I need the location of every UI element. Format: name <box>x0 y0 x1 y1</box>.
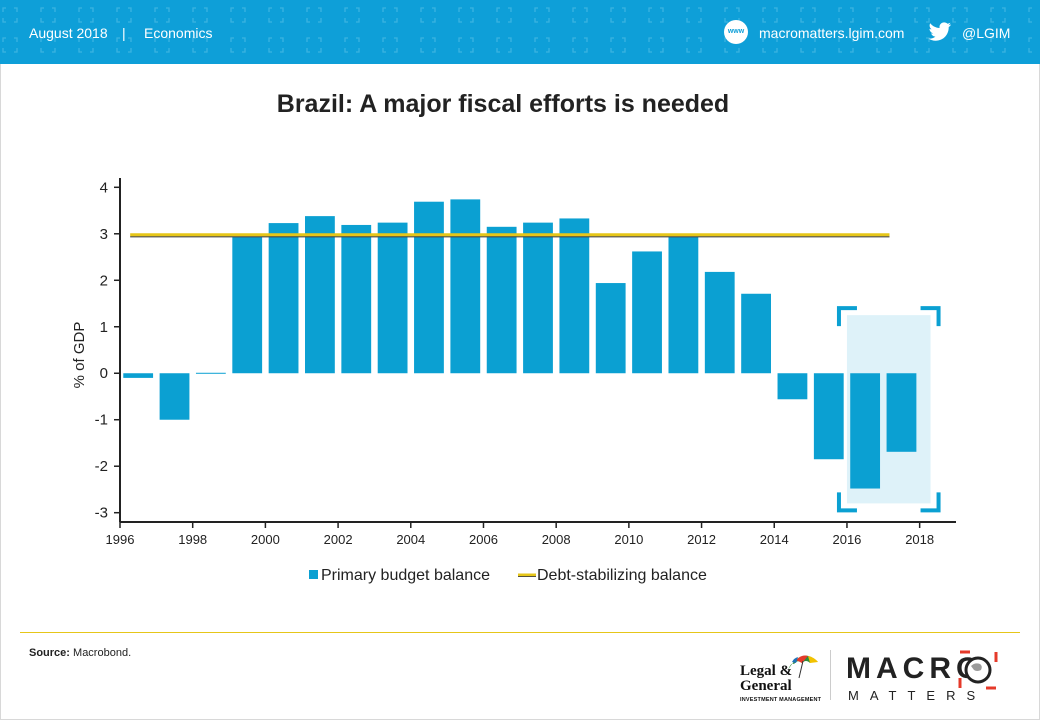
legend-label-debt: Debt-stabilizing balance <box>537 567 707 584</box>
bar <box>341 224 372 374</box>
header-bar: August 2018 | Economics www macromatters… <box>0 0 1040 64</box>
website-icon: www <box>724 20 748 44</box>
bar <box>886 373 917 452</box>
highlight-bracket-bl <box>836 492 857 513</box>
bar <box>523 222 553 374</box>
logo-divider <box>830 650 831 700</box>
highlight-bracket-tr <box>920 306 941 327</box>
twitter-handle-link[interactable]: @LGIM <box>962 25 1011 41</box>
y-tick-label: -3 <box>95 505 108 522</box>
bar <box>123 373 154 378</box>
x-tick-label: 2012 <box>687 532 716 547</box>
bar <box>632 251 662 374</box>
header-separator: | <box>122 25 126 41</box>
bar <box>268 223 299 374</box>
chart-area: 4 3 2 1 0 -1 -2 -3 1996 1998 2000 2002 2004 2006 2008 2… <box>71 178 956 584</box>
bar <box>668 236 699 374</box>
x-tick-label: 2016 <box>832 532 861 547</box>
brand-subtitle: INVESTMENT MANAGEMENT <box>740 697 822 703</box>
chart-legend: Primary budget balance Debt-stabilizing … <box>309 567 707 584</box>
y-axis-label: % of GDP <box>71 322 88 389</box>
bar <box>559 218 590 374</box>
y-tick-label: 1 <box>100 319 108 336</box>
legend-label-primary: Primary budget balance <box>321 567 490 584</box>
legend-swatch-primary <box>309 570 318 579</box>
bar <box>486 226 517 374</box>
y-tick-label: 4 <box>100 179 108 196</box>
twitter-icon[interactable] <box>928 22 952 42</box>
brand-line-2: General <box>740 678 792 694</box>
header-pattern <box>0 0 1040 64</box>
x-tick-label: 2014 <box>760 532 789 547</box>
x-tick-label: 1996 <box>106 532 135 547</box>
source-text: Macrobond. <box>73 647 132 659</box>
x-tick-label: 2002 <box>324 532 353 547</box>
x-tick-label: 2004 <box>396 532 425 547</box>
y-tick-label: 2 <box>100 272 108 289</box>
x-tick-label: 2006 <box>469 532 498 547</box>
footer-rule <box>20 632 1020 633</box>
source-label: Source: <box>29 647 70 659</box>
highlight-bracket-tl <box>836 306 857 327</box>
x-tick-label: 1998 <box>178 532 207 547</box>
y-tick-label: 3 <box>100 226 108 243</box>
umbrella-logo-icon <box>788 655 818 679</box>
matters-wordmark: MATTERS <box>848 688 987 703</box>
brand-line-1: Legal & <box>740 663 793 679</box>
x-tick-label: 2008 <box>542 532 571 547</box>
y-tick-label: -2 <box>95 458 108 475</box>
bar <box>850 373 881 489</box>
macro-globe-icon <box>958 650 998 690</box>
bar <box>414 201 444 374</box>
ticks-layer: 4 3 2 1 0 -1 -2 -3 1996 1998 2000 2002 2004 2006 2008 2… <box>95 179 934 547</box>
chart-title: Brazil: A major fiscal efforts is needed <box>276 90 730 118</box>
x-tick-label: 2000 <box>251 532 280 547</box>
header-date: August 2018 <box>29 25 108 41</box>
y-tick-label: 0 <box>100 365 108 382</box>
macro-wordmark: MACRO <box>846 652 985 685</box>
website-link[interactable]: macromatters.lgim.com <box>759 25 905 41</box>
bar <box>777 373 808 400</box>
brand-name: Legal & General <box>740 664 792 694</box>
highlight-bracket-br <box>920 492 941 513</box>
bar <box>159 373 190 420</box>
bar <box>377 222 408 374</box>
bar <box>450 199 481 374</box>
y-tick-label: -1 <box>95 412 108 429</box>
line-layer <box>130 233 890 238</box>
bar <box>232 237 263 374</box>
source-note: Source: Macrobond. <box>29 647 131 659</box>
bar <box>813 373 844 460</box>
header-category-link[interactable]: Economics <box>144 25 213 41</box>
bar <box>595 283 626 374</box>
bar <box>704 271 735 374</box>
bar <box>741 293 771 374</box>
bars-layer <box>123 199 917 489</box>
axes-layer <box>119 178 956 523</box>
x-tick-label: 2010 <box>614 532 643 547</box>
bar <box>195 372 226 374</box>
x-tick-label: 2018 <box>905 532 934 547</box>
bar <box>305 216 335 374</box>
